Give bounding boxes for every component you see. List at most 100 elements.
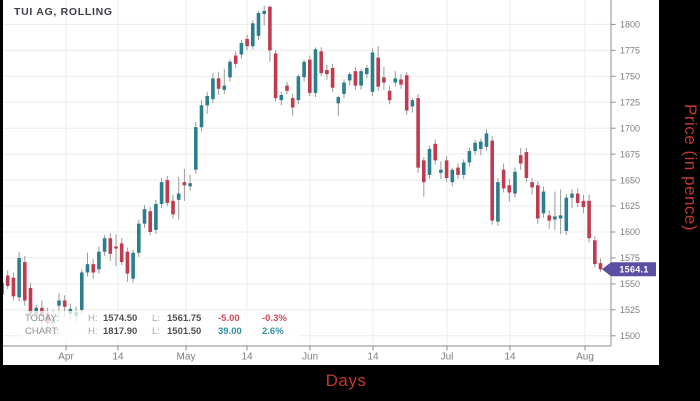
y-tick-label: 1800 bbox=[620, 20, 640, 30]
candle-body bbox=[382, 77, 386, 83]
y-axis-tick-labels: 1500 1525 1550 1575 1600 1625 1650 1675 1700 1725… bbox=[620, 20, 640, 341]
legend-chart-high-value: 1817.90 bbox=[103, 325, 138, 337]
candle-body bbox=[450, 169, 455, 183]
candle-body bbox=[456, 167, 460, 175]
legend-today-change: -5.00 bbox=[218, 313, 240, 324]
x-tick-label: 14 bbox=[241, 352, 253, 363]
candle-body bbox=[148, 211, 152, 232]
legend-today-low-label: L: bbox=[152, 313, 160, 324]
candle-body bbox=[536, 185, 540, 219]
candle-body bbox=[279, 94, 284, 101]
candle-body bbox=[404, 75, 409, 111]
y-axis-title: Price (in pence) bbox=[681, 104, 700, 232]
candle-body bbox=[251, 23, 255, 47]
candle-body bbox=[205, 96, 209, 106]
candle-body bbox=[342, 82, 346, 94]
candle-body bbox=[313, 49, 318, 93]
candle-body bbox=[290, 98, 295, 108]
candle-body bbox=[490, 140, 494, 221]
candle-body bbox=[137, 223, 141, 253]
candle-body bbox=[479, 141, 483, 149]
legend-today-high-label: H: bbox=[88, 313, 98, 324]
candle-body bbox=[171, 200, 175, 215]
candle-body bbox=[370, 52, 375, 92]
candle-body bbox=[541, 191, 546, 214]
candle-body bbox=[85, 264, 90, 273]
candle-body bbox=[5, 275, 10, 286]
candle-body bbox=[91, 264, 95, 273]
candle-body bbox=[581, 200, 586, 208]
axes bbox=[3, 0, 616, 351]
legend-today-high-value: 1574.50 bbox=[103, 313, 138, 324]
x-tick-label: Apr bbox=[58, 352, 74, 363]
candle-body bbox=[154, 203, 158, 230]
candle-body bbox=[467, 151, 472, 163]
candle-body bbox=[97, 251, 101, 270]
candle-body bbox=[410, 100, 415, 107]
candle-body bbox=[28, 288, 33, 314]
last-price-badge-value: 1564.1 bbox=[619, 265, 648, 275]
candle-body bbox=[524, 152, 529, 179]
legend-chart-label: CHART: bbox=[25, 325, 60, 337]
x-axis-title: Days bbox=[325, 371, 367, 390]
candle-body bbox=[176, 193, 181, 200]
candle-body bbox=[302, 61, 306, 78]
candle-body bbox=[194, 127, 198, 170]
candle-body bbox=[119, 243, 124, 263]
candle-body bbox=[165, 180, 170, 203]
candle-body bbox=[23, 262, 27, 301]
candle-body bbox=[570, 193, 574, 198]
last-price-badge: 1564.1 bbox=[602, 262, 656, 277]
x-tick-label: 14 bbox=[367, 352, 379, 363]
candle-body bbox=[439, 169, 443, 173]
candle-body bbox=[598, 263, 603, 270]
y-tick-label: 1650 bbox=[620, 175, 640, 185]
candle-body bbox=[228, 61, 232, 78]
candle-body bbox=[3, 282, 4, 295]
y-tick-label: 1700 bbox=[620, 123, 640, 133]
x-axis-tick-labels: Apr 14 May 14 Jun 14 Jul 14 Aug bbox=[58, 352, 594, 363]
candle-body bbox=[558, 215, 563, 219]
x-tick-label: Jun bbox=[302, 352, 318, 363]
candle-body bbox=[484, 133, 489, 147]
candle-body bbox=[308, 59, 312, 93]
y-tick-label: 1575 bbox=[620, 253, 640, 263]
candle-body bbox=[359, 71, 363, 86]
candle-body bbox=[330, 67, 335, 88]
candle-body bbox=[131, 252, 135, 279]
candle-body bbox=[353, 71, 358, 86]
x-tick-label: 14 bbox=[112, 352, 124, 363]
candle-body bbox=[444, 160, 449, 179]
candle-body bbox=[387, 90, 392, 101]
candle-body bbox=[399, 79, 403, 85]
ohlc-legend: TODAY: H: 1574.50 L: 1561.75 -5.00 -0.3%… bbox=[22, 311, 299, 341]
y-tick-label: 1625 bbox=[620, 201, 640, 211]
candle-body bbox=[296, 76, 301, 101]
y-tick-label: 1525 bbox=[620, 305, 640, 315]
y-tick-label: 1675 bbox=[620, 149, 640, 159]
y-tick-label: 1725 bbox=[620, 97, 640, 107]
y-tick-label: 1600 bbox=[620, 227, 640, 237]
candle-body bbox=[57, 300, 61, 306]
candle-body bbox=[336, 97, 341, 104]
candle-body bbox=[268, 6, 272, 51]
candle-body bbox=[142, 209, 147, 224]
candle-body bbox=[507, 185, 512, 193]
candle-body bbox=[319, 51, 323, 74]
candle-body bbox=[262, 10, 266, 15]
candle-body bbox=[199, 105, 204, 128]
candles-layer bbox=[3, 5, 603, 335]
y-tick-label: 1550 bbox=[620, 279, 640, 289]
legend-today-label: TODAY: bbox=[25, 313, 59, 324]
legend-today-change-pct: -0.3% bbox=[262, 313, 287, 324]
candle-body bbox=[159, 182, 164, 204]
candle-body bbox=[365, 67, 369, 75]
candle-body bbox=[575, 193, 580, 203]
x-tick-label: 14 bbox=[504, 352, 516, 363]
price-chart-svg[interactable]: Apr 14 May 14 Jun 14 Jul 14 Aug15001525155015751… bbox=[3, 0, 659, 365]
candle-body bbox=[233, 55, 238, 64]
candle-body bbox=[34, 307, 38, 314]
candle-body bbox=[80, 272, 84, 310]
legend-chart-low-value: 1501.50 bbox=[167, 325, 202, 337]
candle-body bbox=[496, 182, 500, 222]
